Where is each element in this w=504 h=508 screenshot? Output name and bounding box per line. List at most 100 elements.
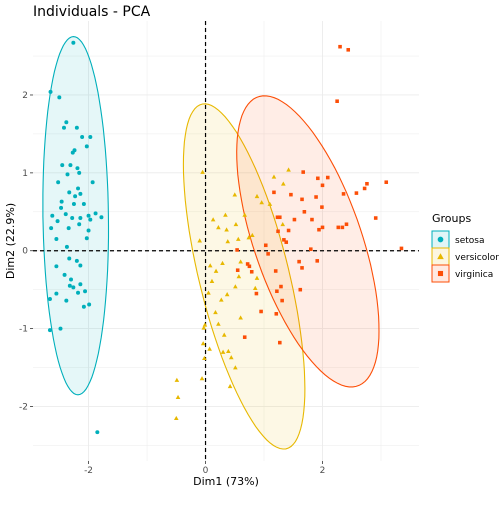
points-layer	[47, 40, 404, 435]
y-tick-label: 2	[22, 91, 28, 101]
setosa-point	[54, 237, 59, 242]
virginica-point	[279, 284, 283, 289]
setosa-point	[70, 216, 75, 221]
ellipse-layer	[42, 36, 380, 450]
virginica-point	[275, 215, 280, 220]
legend-item-virginica: virginica	[431, 264, 493, 283]
x-tick-label: 0	[203, 466, 209, 476]
setosa-point	[90, 180, 95, 185]
setosa-point	[47, 297, 52, 302]
versicolor-point	[233, 365, 238, 370]
virginica-point	[309, 247, 313, 251]
versicolor-point	[200, 341, 206, 346]
legend-title: Groups	[432, 212, 471, 225]
legend-label-setosa: setosa	[455, 236, 484, 246]
virginica-point	[276, 229, 280, 234]
setosa-point	[58, 326, 63, 331]
setosa-point	[67, 190, 72, 195]
virginica-point	[275, 289, 279, 294]
setosa-point	[47, 328, 52, 333]
setosa-point	[64, 298, 69, 303]
versicolor-point	[207, 346, 212, 351]
virginica-point	[341, 192, 346, 196]
setosa-point	[67, 256, 72, 261]
virginica-point	[344, 222, 349, 227]
virginica-point	[235, 248, 239, 252]
setosa-point	[76, 290, 81, 295]
versicolor-point	[246, 235, 252, 240]
virginica-point	[315, 259, 320, 263]
setosa-point	[59, 199, 64, 204]
virginica-point	[245, 262, 250, 266]
virginica-point	[235, 268, 240, 272]
virginica-point	[272, 190, 276, 195]
chart-title: Individuals - PCA	[33, 4, 151, 20]
versicolor-point	[210, 217, 216, 222]
setosa-point	[71, 202, 76, 207]
setosa-point	[48, 89, 53, 94]
setosa-point	[64, 120, 69, 125]
versicolor-point	[202, 322, 208, 327]
virginica-point	[254, 291, 259, 296]
versicolor-point	[209, 278, 215, 283]
setosa-point	[78, 191, 83, 196]
versicolor-point	[280, 221, 286, 227]
setosa-point	[56, 180, 61, 185]
versicolor-point	[286, 167, 291, 172]
y-tick-label: -1	[19, 325, 28, 335]
virginica-point	[320, 225, 325, 230]
versicolor-point	[207, 263, 213, 268]
virginica-point	[282, 238, 286, 242]
setosa-point	[78, 216, 83, 221]
versicolor-point	[221, 332, 227, 337]
setosa-point	[65, 172, 70, 177]
versicolor-point	[233, 284, 238, 289]
virginica-point	[340, 225, 345, 230]
setosa-point	[60, 163, 65, 168]
versicolor-point	[197, 238, 202, 243]
legend-label-versicolor: versicolor	[455, 253, 499, 263]
virginica-point	[284, 240, 289, 244]
versicolor-point	[199, 376, 205, 381]
virginica-point	[302, 210, 307, 214]
virginica-point	[301, 170, 305, 174]
setosa-point	[49, 226, 54, 231]
virginica-point	[325, 175, 330, 180]
virginica-point	[259, 309, 263, 314]
setosa-point	[93, 211, 98, 216]
setosa-point	[77, 222, 82, 227]
versicolor-point	[228, 355, 234, 360]
virginica-point	[336, 225, 341, 230]
setosa-point	[54, 264, 59, 269]
versicolor-point	[220, 260, 225, 266]
virginica-point	[300, 197, 304, 202]
setosa-ellipse	[42, 36, 110, 396]
virginica-point	[320, 183, 325, 188]
setosa-point	[86, 228, 91, 233]
virginica-point	[346, 48, 351, 52]
versicolor-point	[271, 174, 277, 179]
versicolor-point	[201, 325, 207, 330]
virginica-point	[316, 176, 320, 181]
setosa-point	[80, 135, 85, 140]
virginica-point	[354, 191, 359, 195]
virginica-point	[274, 312, 279, 316]
legend-items: setosa versicolor virginica	[431, 230, 499, 283]
versicolor-point	[226, 348, 231, 354]
setosa-point	[78, 263, 83, 268]
versicolor-point	[254, 275, 260, 280]
versicolor-point	[174, 377, 180, 382]
versicolor-point	[238, 315, 243, 320]
versicolor-point	[267, 201, 273, 206]
versicolor-point	[254, 193, 260, 199]
versicolor-point	[223, 212, 228, 217]
virginica-ellipse	[236, 95, 380, 388]
versicolor-point	[225, 239, 231, 244]
legend-label-virginica: virginica	[455, 270, 493, 280]
setosa-point	[74, 258, 79, 263]
versicolor-point	[220, 349, 226, 354]
virginica-point	[280, 298, 284, 303]
setosa-point	[84, 144, 89, 149]
